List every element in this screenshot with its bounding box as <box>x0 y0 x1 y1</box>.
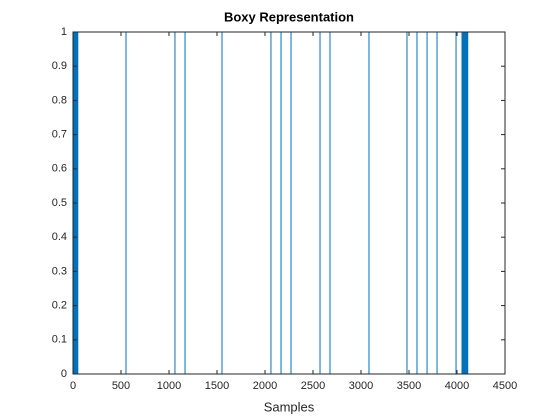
x-tick-label: 500 <box>112 380 130 392</box>
y-tick-label: 0.5 <box>52 197 67 209</box>
y-tick-label: 0.8 <box>52 94 67 106</box>
x-tick-label: 1000 <box>157 380 181 392</box>
x-axis-label: Samples <box>264 399 315 414</box>
x-tick-label: 2500 <box>301 380 325 392</box>
x-tick-label: 1500 <box>205 380 229 392</box>
y-tick-label: 0.7 <box>52 129 67 141</box>
y-tick-label: 0.4 <box>52 231 67 243</box>
x-tick-label: 4500 <box>493 380 517 392</box>
y-tick-label: 0.6 <box>52 163 67 175</box>
y-tick-label: 0.1 <box>52 334 67 346</box>
x-tick-label: 3000 <box>349 380 373 392</box>
y-tick-label: 0.2 <box>52 300 67 312</box>
y-tick-label: 1 <box>61 26 67 38</box>
y-tick-label: 0.9 <box>52 60 67 72</box>
x-tick-label: 4000 <box>445 380 469 392</box>
chart-title: Boxy Representation <box>224 9 354 24</box>
x-tick-label: 2000 <box>253 380 277 392</box>
x-tick-label: 3500 <box>397 380 421 392</box>
x-tick-label: 0 <box>70 380 76 392</box>
y-tick-label: 0.3 <box>52 265 67 277</box>
y-tick-label: 0 <box>61 368 67 380</box>
